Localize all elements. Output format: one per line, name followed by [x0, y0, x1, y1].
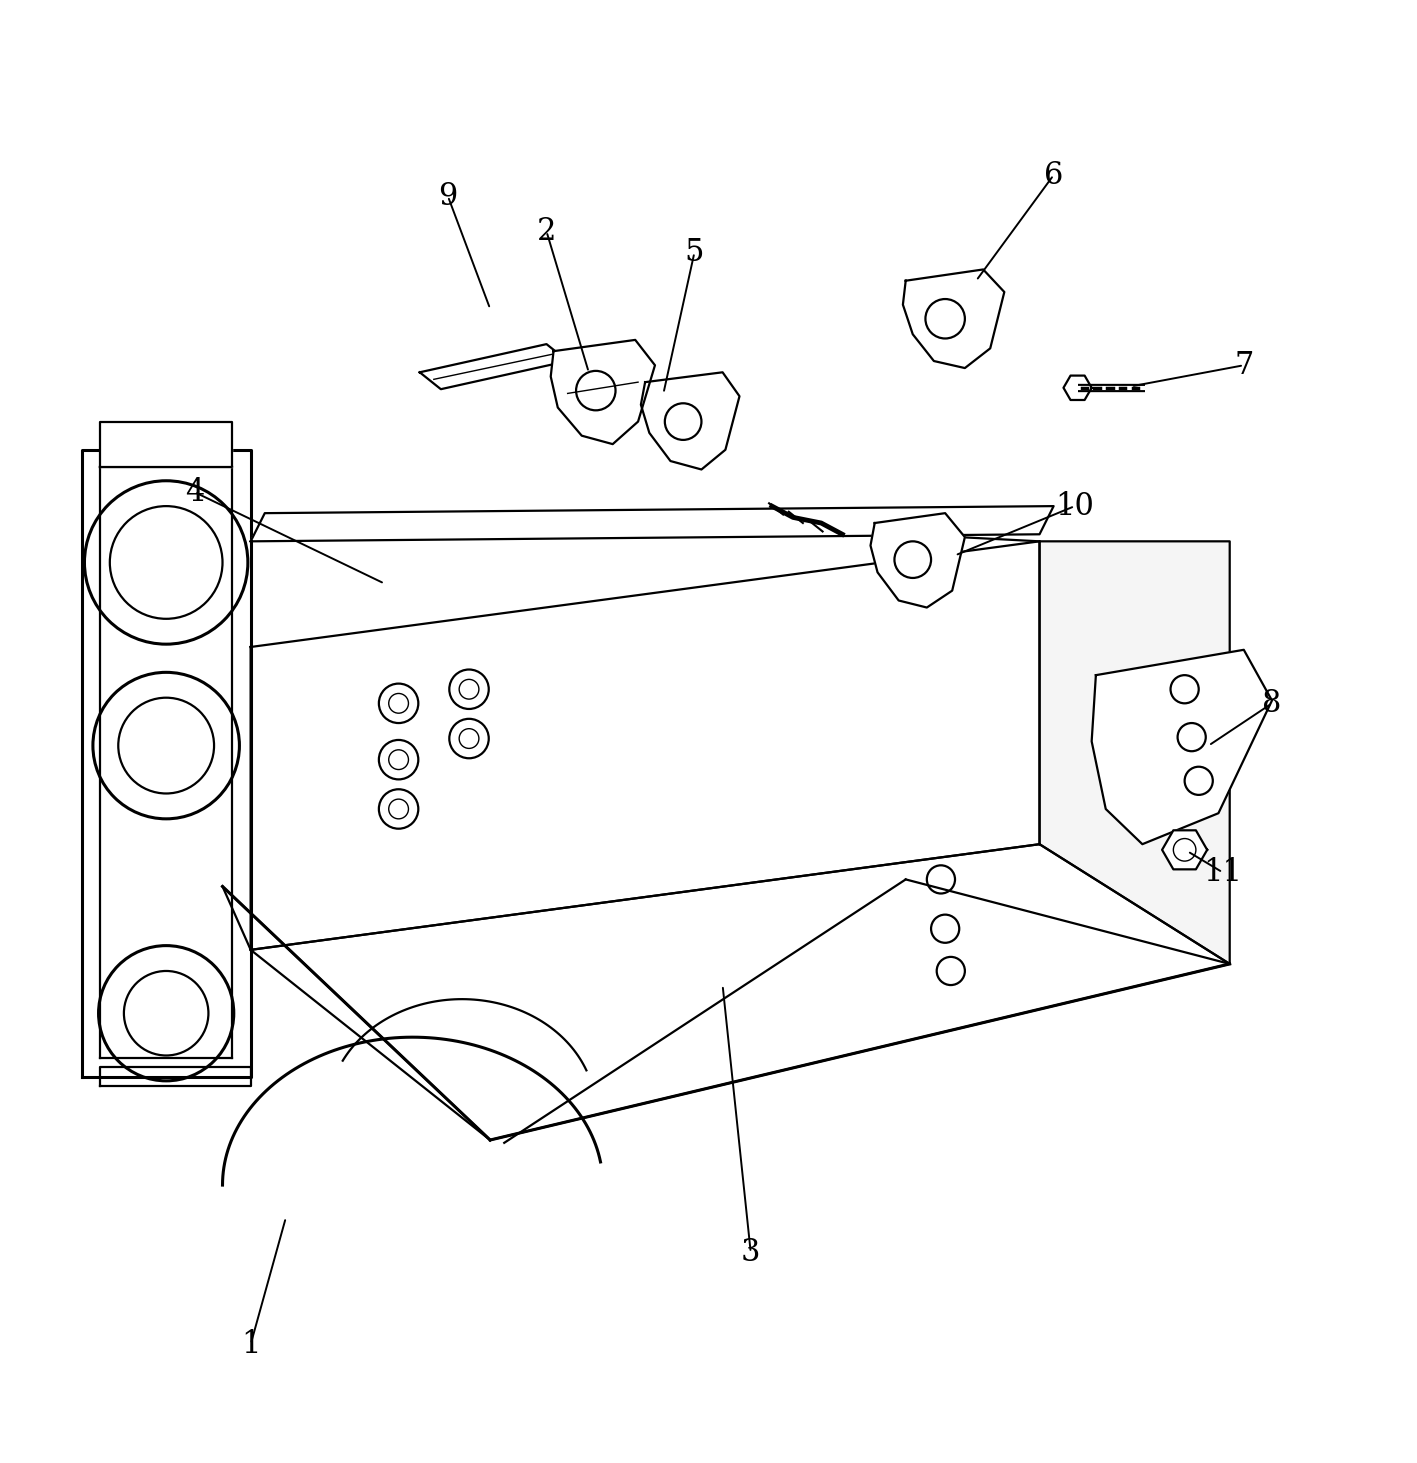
- Polygon shape: [82, 449, 251, 1077]
- Polygon shape: [251, 506, 1054, 541]
- Polygon shape: [903, 269, 1005, 369]
- Polygon shape: [419, 344, 568, 389]
- Text: 2: 2: [537, 217, 557, 247]
- Text: 1: 1: [241, 1328, 261, 1359]
- Polygon shape: [640, 372, 740, 470]
- Text: 8: 8: [1263, 688, 1281, 718]
- Text: 10: 10: [1056, 490, 1094, 522]
- Polygon shape: [551, 339, 655, 445]
- Polygon shape: [1091, 650, 1272, 844]
- Text: 4: 4: [184, 477, 204, 508]
- Polygon shape: [101, 421, 232, 467]
- Polygon shape: [251, 541, 1040, 949]
- Text: 11: 11: [1203, 857, 1243, 888]
- Polygon shape: [251, 844, 1230, 1140]
- Text: 7: 7: [1234, 350, 1254, 380]
- Text: 9: 9: [438, 181, 458, 212]
- Text: 3: 3: [741, 1238, 761, 1268]
- Text: 6: 6: [1044, 159, 1063, 190]
- Polygon shape: [1040, 541, 1230, 964]
- Polygon shape: [1162, 831, 1207, 869]
- Polygon shape: [870, 514, 965, 607]
- Text: 5: 5: [684, 237, 704, 268]
